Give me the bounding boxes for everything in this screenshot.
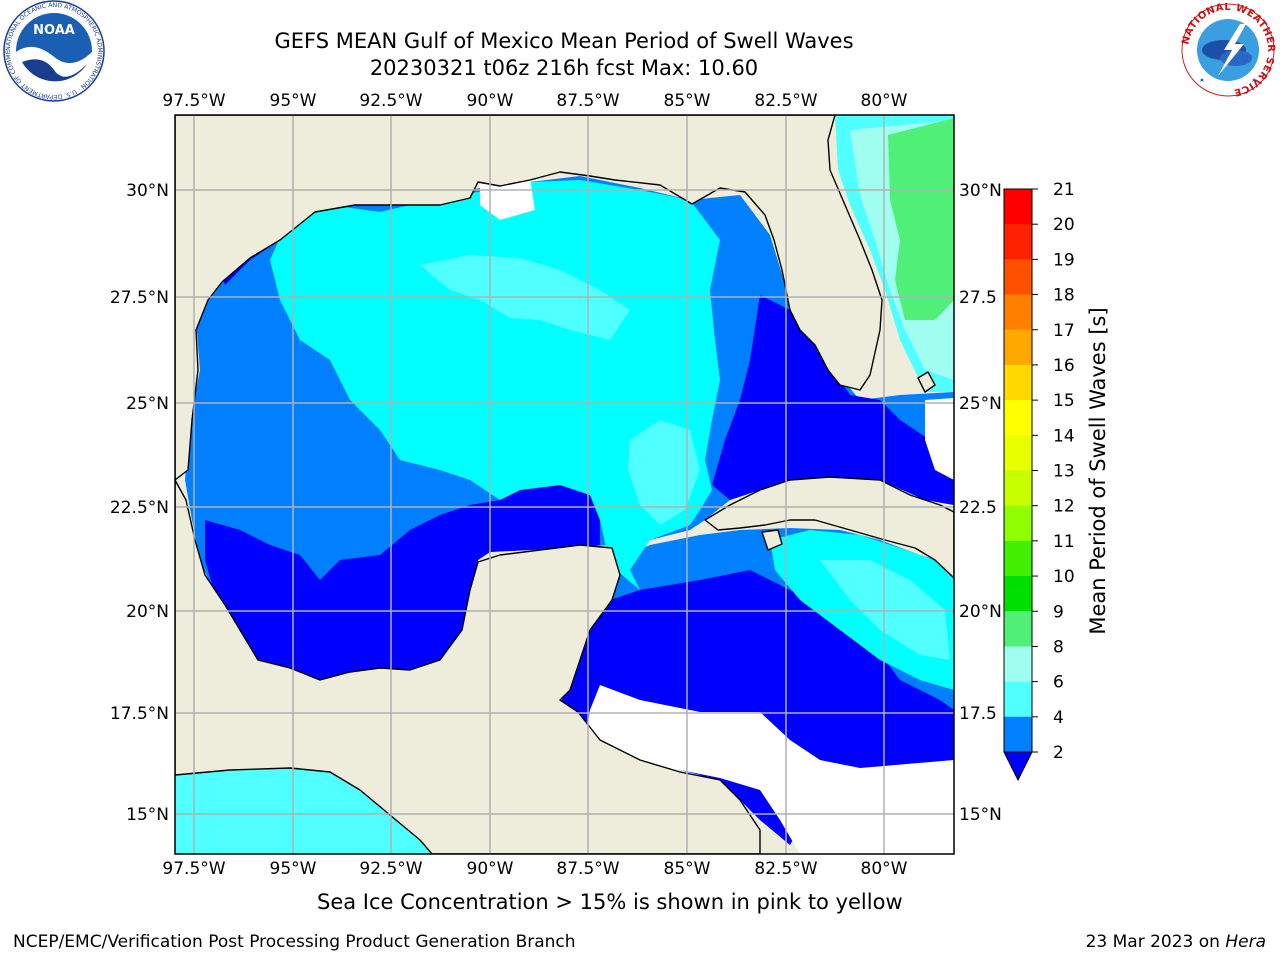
colorbar-segment — [1004, 576, 1032, 612]
colorbar-tick-label: 12 — [1053, 497, 1075, 517]
colorbar-tick-label: 17 — [1053, 321, 1075, 341]
lat-label: 25°N — [959, 394, 1002, 414]
mexico-land — [175, 479, 761, 854]
colorbar-tick-label: 19 — [1053, 250, 1075, 270]
colorbar-tick-label: 6 — [1053, 673, 1064, 693]
colorbar-segment — [1004, 189, 1032, 225]
colorbar-tick-label: 11 — [1053, 532, 1075, 552]
colorbar-segment — [1004, 681, 1032, 718]
lat-label: 30°N — [126, 181, 169, 201]
colorbar-segment — [1004, 224, 1032, 260]
lon-label: 87.5°W — [556, 859, 619, 879]
lon-label: 80°W — [861, 859, 908, 879]
colorbar: 21 20 19 18 17 16 15 14 13 12 11 10 9 8 6 4 2 Mean Perio… — [1003, 180, 1110, 782]
colorbar-segment — [1004, 329, 1032, 366]
lat-label: 17.5 — [959, 704, 997, 724]
sea-ice-note: Sea Ice Concentration > 15% is shown in … — [317, 890, 903, 914]
colorbar-underflow-arrow — [1003, 751, 1033, 782]
colorbar-segment — [1004, 400, 1032, 436]
footer-credit: NCEP/EMC/Verification Post Processing Pr… — [13, 932, 576, 952]
lat-label: 27.5 — [959, 288, 997, 308]
colorbar-segments — [1004, 189, 1032, 753]
chart-title: GEFS MEAN Gulf of Mexico Mean Period of … — [274, 29, 854, 53]
map-frame — [174, 114, 955, 855]
lat-label: 22.5 — [959, 498, 997, 518]
colorbar-segment — [1004, 716, 1032, 752]
colorbar-label: Mean Period of Swell Waves [s] — [1086, 307, 1110, 634]
footer-date: 23 Mar 2023 on Hera — [1086, 932, 1266, 952]
lon-labels-bottom: 97.5°W 95°W 92.5°W 90°W 87.5°W 85°W 82.5… — [162, 859, 907, 879]
lon-label: 87.5°W — [556, 91, 619, 111]
colorbar-segment — [1004, 611, 1032, 647]
cuba-land — [704, 476, 954, 579]
lon-label: 92.5°W — [359, 859, 422, 879]
lat-labels-right: 30°N 27.5 25°N 22.5 20°N 17.5 15°N — [959, 181, 1002, 825]
bahamas-island — [917, 371, 936, 393]
lon-label: 97.5°W — [162, 91, 225, 111]
nws-logo: NATIONAL WEATHER SERVICE — [1180, 2, 1275, 98]
lon-label: 85°W — [664, 859, 711, 879]
colorbar-segment — [1004, 505, 1032, 542]
colorbar-tick-label: 2 — [1053, 743, 1064, 763]
lon-label: 85°W — [664, 91, 711, 111]
swell-9s-region — [888, 118, 954, 320]
lon-label: 90°W — [467, 859, 514, 879]
no-data-areas — [480, 178, 954, 854]
us-land — [175, 115, 883, 481]
lon-label: 97.5°W — [162, 859, 225, 879]
colorbar-segment — [1004, 259, 1032, 296]
colorbar-tick-label: 13 — [1053, 462, 1075, 482]
noaa-logo: NATIONAL OCEANIC AND ATMOSPHERIC ADMINIS… — [3, 0, 105, 102]
lat-label: 15°N — [126, 805, 169, 825]
lat-label: 22.5°N — [110, 498, 169, 518]
noaa-wordmark: NOAA — [33, 23, 75, 38]
colorbar-segment — [1004, 470, 1032, 507]
colorbar-segment — [1004, 540, 1032, 577]
lat-label: 20°N — [126, 602, 169, 622]
coastlines — [175, 115, 954, 854]
graticule — [175, 115, 954, 854]
lat-label: 27.5°N — [110, 288, 169, 308]
lon-label: 95°W — [270, 91, 317, 111]
colorbar-tick-label: 20 — [1053, 215, 1075, 235]
colorbar-tick-label: 4 — [1053, 708, 1064, 728]
map-area — [175, 115, 954, 854]
lon-label: 82.5°W — [754, 859, 817, 879]
chart-subtitle: 20230321 t06z 216h fcst Max: 10.60 — [369, 56, 759, 80]
isle-of-youth — [761, 529, 783, 551]
colorbar-segment — [1004, 294, 1032, 331]
colorbar-segment — [1004, 364, 1032, 401]
lat-label: 30°N — [959, 181, 1002, 201]
lon-label: 95°W — [270, 859, 317, 879]
colorbar-ticks: 21 20 19 18 17 16 15 14 13 12 11 10 9 8 6 4 2 — [1032, 180, 1075, 763]
colorbar-tick-label: 9 — [1053, 602, 1064, 622]
colorbar-segment — [1004, 646, 1032, 683]
lat-label: 25°N — [126, 394, 169, 414]
footer-host: Hera — [1225, 932, 1266, 952]
lon-label: 82.5°W — [754, 91, 817, 111]
lat-label: 17.5°N — [110, 704, 169, 724]
colorbar-tick-label: 10 — [1053, 567, 1075, 587]
lat-labels-left: 30°N 27.5°N 25°N 22.5°N 20°N 17.5°N 15°N — [110, 181, 169, 825]
lon-label: 90°W — [467, 91, 514, 111]
colorbar-tick-label: 16 — [1053, 356, 1075, 376]
lat-label: 15°N — [959, 805, 1002, 825]
colorbar-tick-label: 21 — [1053, 180, 1075, 200]
lat-label: 20°N — [959, 602, 1002, 622]
colorbar-tick-label: 15 — [1053, 391, 1075, 411]
colorbar-tick-label: 14 — [1053, 426, 1075, 446]
lon-label: 92.5°W — [359, 91, 422, 111]
colorbar-tick-label: 18 — [1053, 286, 1075, 306]
lon-labels-top: 97.5°W 95°W 92.5°W 90°W 87.5°W 85°W 82.5… — [162, 91, 907, 111]
lon-label: 80°W — [861, 91, 908, 111]
colorbar-segment — [1004, 435, 1032, 471]
footer-date-text: 23 Mar 2023 on — [1085, 932, 1226, 952]
colorbar-tick-label: 8 — [1053, 637, 1064, 657]
